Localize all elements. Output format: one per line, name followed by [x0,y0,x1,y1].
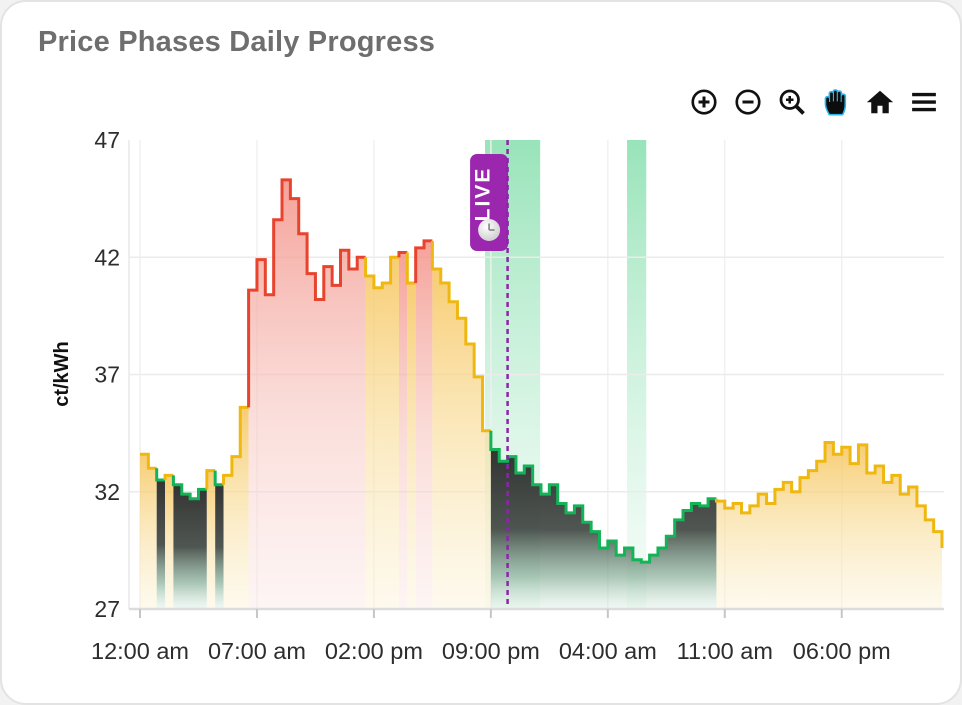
price-line-normal [364,255,399,290]
x-tick-label: 09:00 pm [442,638,540,664]
price-line-expensive [414,239,433,284]
price-fill-normal [140,454,157,609]
y-tick-label: 27 [94,596,120,622]
price-fill-normal [365,257,399,609]
price-fill-cheap [490,449,717,609]
menu-icon[interactable] [908,86,940,118]
price-line-expensive [247,178,366,408]
price-fill-normal [223,407,249,609]
price-line-normal [430,240,491,433]
price-line-cheap [155,468,166,482]
x-tick-label: 11:00 am [677,638,773,664]
price-fill-expensive [415,240,433,609]
chart-modebar [688,86,940,118]
page-title: Price Phases Daily Progress [38,26,436,58]
zoom-in-icon[interactable] [688,86,720,118]
price-line-cheap [171,475,207,501]
price-fill-cheap [173,484,207,609]
price-fill-normal [407,283,416,609]
live-badge: LIVE [470,154,509,251]
x-tick-label: 02:00 pm [325,638,423,664]
price-line-cheap [213,470,224,487]
live-badge-label: LIVE [472,167,495,222]
price-line-normal [405,252,416,285]
price-fill-normal [165,475,174,609]
price-line-normal [222,405,249,485]
x-tick-label: 04:00 am [559,638,657,664]
zoom-out-icon[interactable] [732,86,764,118]
y-tick-label: 32 [94,479,120,505]
price-fill-cheap [215,484,224,609]
price-line-expensive [397,251,408,258]
price-fill-cheap [156,480,166,609]
pan-hand-icon[interactable] [820,86,852,118]
x-tick-label: 07:00 am [208,638,306,664]
x-tick-label: 12:00 am [91,638,189,664]
home-icon[interactable] [864,86,896,118]
price-line-cheap [489,430,717,564]
price-line-normal [140,452,157,470]
y-axis-title: ct/kWh [51,341,73,407]
y-tick-label: 47 [94,127,120,153]
price-fill-expensive [398,252,408,609]
y-tick-label: 37 [94,362,120,388]
plot-area[interactable] [129,140,944,609]
price-line-normal [163,473,174,481]
y-tick-label: 42 [94,244,120,270]
box-zoom-icon[interactable] [776,86,808,118]
price-fill-normal [206,470,216,609]
price-fill-normal [716,442,942,609]
x-tick-label: 06:00 pm [793,638,891,664]
price-line-normal [714,441,944,549]
price-line-normal [205,469,216,490]
price-fill-expensive [248,179,366,610]
price-fill-normal [432,268,491,609]
